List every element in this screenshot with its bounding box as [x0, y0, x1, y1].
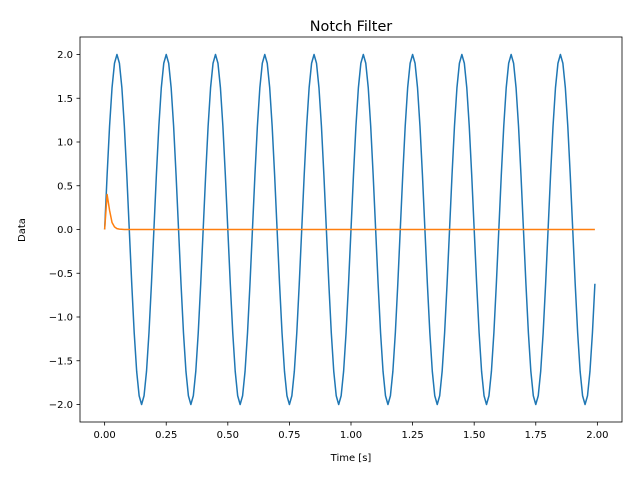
y-tick-label: 0.5 — [57, 181, 73, 192]
x-tick-label: 1.50 — [463, 430, 485, 441]
y-tick-label: 0.0 — [57, 225, 73, 236]
x-tick-label: 0.00 — [94, 430, 116, 441]
x-tick-label: 1.00 — [340, 430, 362, 441]
y-tick-label: −1.5 — [49, 356, 73, 367]
y-tick-label: 1.5 — [57, 94, 73, 105]
y-tick-label: −1.0 — [49, 313, 73, 324]
x-tick-label: 2.00 — [586, 430, 608, 441]
chart-title: Notch Filter — [310, 19, 393, 35]
y-axis-label: Data — [17, 218, 28, 242]
x-tick-label: 0.25 — [155, 430, 177, 441]
y-tick-label: −2.0 — [49, 400, 73, 411]
series-line-sine — [103, 53, 596, 406]
x-tick-label: 0.50 — [217, 430, 239, 441]
y-tick-label: −0.5 — [49, 269, 73, 280]
series-line-filtered — [103, 193, 595, 231]
plot-area — [103, 53, 596, 406]
axes-frame — [79, 36, 623, 423]
x-axis-label: Time [s] — [330, 453, 372, 464]
x-tick-label: 0.75 — [278, 430, 300, 441]
y-tick-label: 1.0 — [57, 138, 73, 149]
y-tick-label: 2.0 — [57, 50, 73, 61]
x-tick-label: 1.25 — [401, 430, 423, 441]
y-axis: −2.0 −1.5 −1.0 −0.5 0.0 0.5 1.0 1.5 2.0 — [49, 50, 80, 411]
x-tick-label: 1.75 — [525, 430, 547, 441]
x-axis: 0.00 0.25 0.50 0.75 1.00 1.25 1.50 1.75 2.00 — [94, 422, 608, 441]
